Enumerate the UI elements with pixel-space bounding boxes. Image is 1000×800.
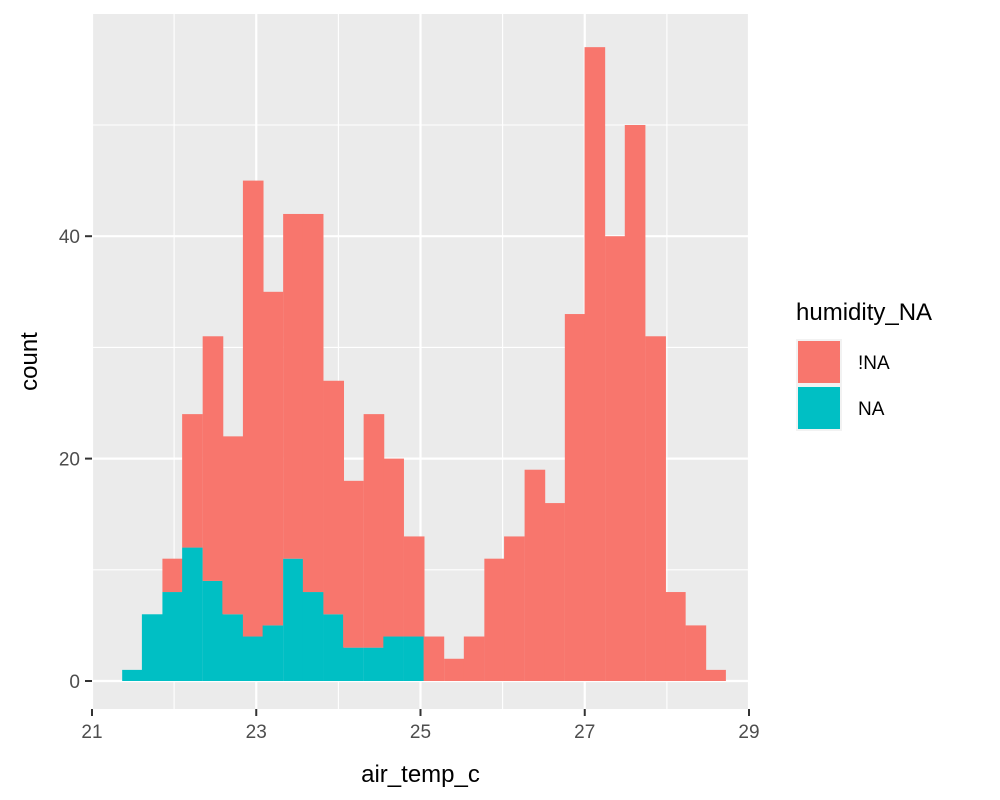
bar-na — [283, 558, 304, 681]
y-tick-label: 0 — [69, 672, 80, 693]
legend-entry-label: !NA — [858, 353, 890, 374]
bar-not-na — [645, 336, 666, 681]
x-tick-label: 21 — [81, 722, 102, 743]
bar-not-na — [383, 458, 404, 637]
bar-na — [323, 614, 345, 681]
bar-not-na — [584, 47, 606, 682]
bar-na — [363, 647, 385, 681]
bar-not-na — [665, 592, 686, 681]
bar-not-na — [484, 558, 505, 681]
histogram-bars — [122, 47, 726, 682]
bar-na — [302, 592, 324, 681]
legend-key-swatch — [798, 341, 840, 383]
bar-not-na — [222, 436, 243, 615]
bar-not-na — [302, 213, 324, 593]
bar-not-na — [283, 213, 304, 559]
x-axis-title: air_temp_c — [361, 761, 480, 788]
bar-not-na — [605, 236, 626, 681]
bar-na — [202, 580, 224, 681]
bar-not-na — [705, 669, 726, 681]
bar-not-na — [242, 180, 264, 637]
bar-na — [383, 636, 404, 681]
bar-na — [162, 592, 184, 681]
axes: 21 23 25 27 29 0 20 40 — [59, 227, 760, 743]
y-tick-label: 40 — [59, 227, 80, 248]
bar-not-na — [262, 291, 284, 626]
bar-not-na — [444, 658, 465, 681]
legend-entry-label: NA — [858, 399, 885, 420]
bar-na — [122, 669, 143, 681]
x-tick-label: 29 — [738, 722, 759, 743]
bar-not-na — [343, 480, 364, 648]
bar-not-na — [685, 625, 707, 681]
x-tick-label: 25 — [410, 722, 431, 743]
bar-not-na — [202, 336, 224, 581]
bar-not-na — [624, 125, 646, 681]
bar-not-na — [323, 380, 345, 615]
legend-title: humidity_NA — [796, 299, 932, 326]
bar-not-na — [564, 314, 586, 681]
legend: humidity_NA !NA NA — [796, 299, 932, 431]
bar-na — [242, 636, 264, 681]
bar-not-na — [182, 414, 203, 548]
x-tick-label: 27 — [574, 722, 595, 743]
x-tick-label: 23 — [246, 722, 267, 743]
bar-not-na — [363, 414, 385, 648]
bar-not-na — [463, 636, 485, 681]
bar-na — [222, 614, 243, 681]
bar-not-na — [544, 503, 565, 681]
bar-na — [182, 547, 203, 681]
bar-not-na — [504, 536, 525, 681]
y-axis-title: count — [16, 332, 43, 391]
bar-not-na — [403, 536, 425, 637]
bar-na — [262, 625, 284, 681]
bar-not-na — [162, 558, 184, 593]
bar-not-na — [423, 636, 445, 681]
legend-key-swatch — [798, 387, 840, 429]
bar-na — [343, 647, 364, 681]
bar-not-na — [524, 469, 546, 681]
bar-na — [403, 636, 425, 681]
bar-na — [141, 614, 163, 681]
y-tick-label: 20 — [59, 450, 80, 471]
